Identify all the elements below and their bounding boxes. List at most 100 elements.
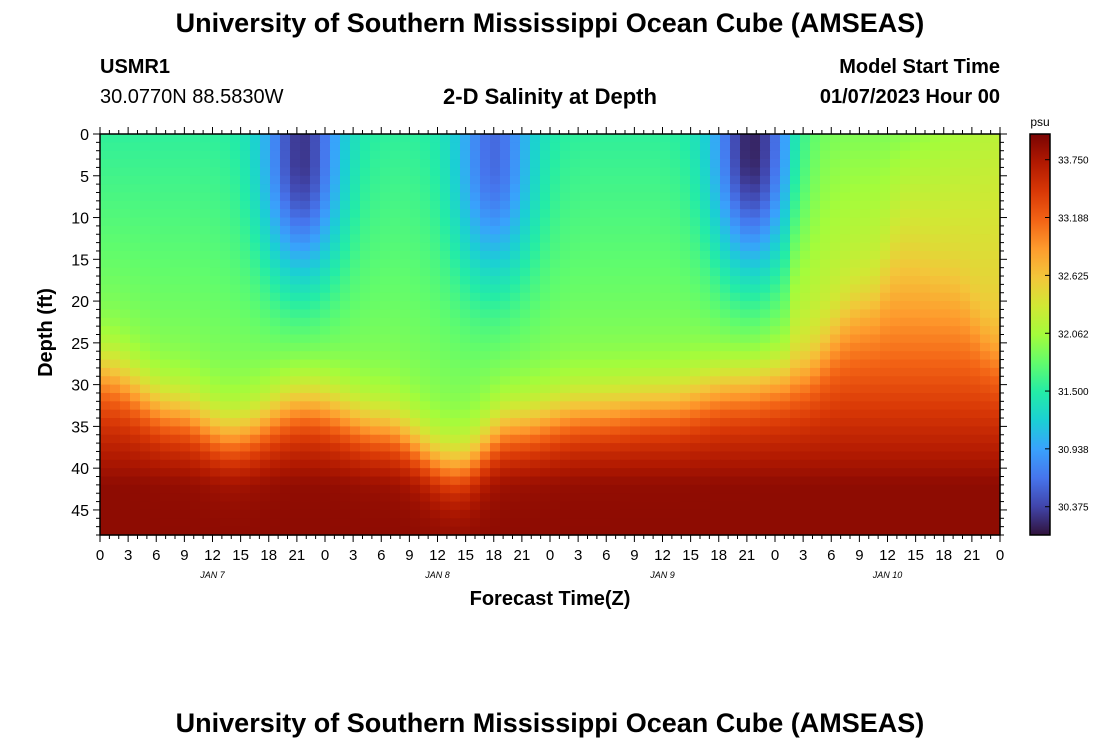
heatmap-cell [120, 384, 131, 394]
heatmap-cell [560, 392, 571, 402]
heatmap-cell [370, 276, 381, 285]
heatmap-cell [730, 459, 741, 469]
heatmap-cell [810, 468, 821, 478]
heatmap-cell [350, 276, 361, 285]
heatmap-cell [870, 234, 881, 244]
heatmap-cell [130, 476, 141, 486]
heatmap-cell [140, 301, 151, 311]
heatmap-cell [440, 334, 451, 344]
heatmap-cell [680, 284, 691, 294]
heatmap-cell [330, 384, 341, 394]
heatmap-cell [380, 276, 391, 285]
heatmap-cell [690, 317, 701, 327]
heatmap-cell [730, 326, 741, 336]
heatmap-cell [260, 167, 271, 177]
heatmap-cell [210, 276, 221, 285]
heatmap-cell [770, 317, 781, 327]
heatmap-cell [160, 309, 171, 319]
heatmap-cell [430, 401, 441, 411]
heatmap-cell [810, 217, 821, 227]
heatmap-cell [350, 526, 361, 536]
heatmap-cell [890, 209, 901, 219]
heatmap-cell [300, 468, 311, 478]
heatmap-cell [370, 401, 381, 411]
heatmap-cell [790, 451, 801, 461]
heatmap-cell [260, 509, 271, 519]
heatmap-cell [190, 184, 201, 194]
heatmap-cell [120, 459, 131, 469]
heatmap-cell [190, 359, 201, 369]
heatmap-cell [440, 192, 451, 202]
heatmap-cell [680, 351, 691, 361]
heatmap-cell [470, 284, 481, 294]
heatmap-cell [680, 367, 691, 377]
heatmap-cell [170, 459, 181, 469]
heatmap-cell [270, 200, 281, 210]
heatmap-cell [990, 317, 1001, 327]
heatmap-cell [330, 443, 341, 453]
heatmap-cell [870, 276, 881, 285]
heatmap-cell [230, 317, 241, 327]
heatmap-cell [380, 451, 391, 461]
heatmap-cell [200, 459, 211, 469]
heatmap-cell [980, 242, 991, 252]
heatmap-cell [760, 501, 771, 511]
heatmap-cell [230, 200, 241, 210]
heatmap-cell [510, 451, 521, 461]
heatmap-cell [430, 259, 441, 269]
heatmap-cell [550, 367, 561, 377]
heatmap-cell [130, 250, 141, 260]
heatmap-cell [260, 434, 271, 444]
heatmap-cell [130, 367, 141, 377]
heatmap-cell [620, 159, 631, 169]
heatmap-cell [490, 250, 501, 260]
heatmap-cell [250, 259, 261, 269]
heatmap-cell [920, 468, 931, 478]
heatmap-cell [140, 409, 151, 419]
heatmap-cell [310, 276, 321, 285]
heatmap-cell [430, 493, 441, 503]
heatmap-cell [350, 309, 361, 319]
heatmap-cell [990, 217, 1001, 227]
heatmap-cell [270, 409, 281, 419]
heatmap-cell [460, 225, 471, 235]
y-tick-label: 45 [71, 503, 89, 520]
heatmap-cell [960, 159, 971, 169]
heatmap-cell [770, 134, 781, 143]
heatmap-cell [980, 134, 991, 143]
heatmap-cell [470, 250, 481, 260]
heatmap-cell [330, 451, 341, 461]
heatmap-cell [640, 476, 651, 486]
heatmap-cell [390, 192, 401, 202]
heatmap-cell [730, 242, 741, 252]
heatmap-cell [850, 309, 861, 319]
heatmap-cell [230, 217, 241, 227]
main-title: University of Southern Mississippi Ocean… [175, 8, 925, 38]
heatmap-cell [350, 359, 361, 369]
heatmap-cell [660, 317, 671, 327]
heatmap-cell [500, 259, 511, 269]
heatmap-cell [390, 292, 401, 302]
heatmap-cell [650, 309, 661, 319]
heatmap-cell [850, 526, 861, 536]
heatmap-cell [860, 276, 871, 285]
heatmap-cell [390, 418, 401, 427]
heatmap-cell [730, 334, 741, 344]
x-tick-label: 12 [204, 547, 221, 564]
heatmap-cell [810, 526, 821, 536]
heatmap-cell [530, 459, 541, 469]
heatmap-cell [280, 192, 291, 202]
heatmap-cell [920, 526, 931, 536]
heatmap-cell [440, 234, 451, 244]
heatmap-cell [570, 326, 581, 336]
heatmap-cell [780, 159, 791, 169]
heatmap-cell [630, 376, 641, 386]
heatmap-cell [460, 200, 471, 210]
heatmap-cell [410, 209, 421, 219]
heatmap-cell [960, 518, 971, 528]
heatmap-cell [870, 359, 881, 369]
heatmap-cell [140, 392, 151, 402]
heatmap-cell [790, 351, 801, 361]
heatmap-cell [750, 493, 761, 503]
heatmap-cell [190, 150, 201, 160]
